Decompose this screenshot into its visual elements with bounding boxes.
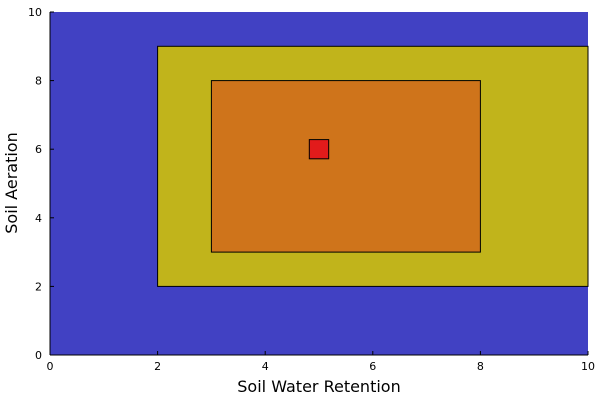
x-tick-label: 2 (154, 360, 161, 373)
region-rect-3 (308, 139, 330, 160)
x-tick-label: 6 (369, 360, 376, 373)
x-axis-label: Soil Water Retention (237, 377, 400, 396)
y-tick-label: 2 (35, 280, 42, 293)
y-axis-label: Soil Aeration (2, 132, 21, 233)
y-tick-label: 4 (35, 212, 42, 225)
x-tick-label: 8 (477, 360, 484, 373)
rect-layer (50, 12, 589, 355)
y-tick-label: 0 (35, 349, 42, 362)
axes (49, 12, 588, 356)
x-tick-label: 0 (47, 360, 54, 373)
region-rect-2 (210, 80, 481, 253)
y-tick-label: 8 (35, 75, 42, 88)
y-tick-label: 10 (28, 6, 42, 19)
x-tick-label: 4 (262, 360, 269, 373)
x-tick-label: 10 (581, 360, 595, 373)
ticks: 0 2 4 6 8 10 0 2 4 6 8 10 (28, 6, 595, 373)
y-tick-label: 6 (35, 143, 42, 156)
